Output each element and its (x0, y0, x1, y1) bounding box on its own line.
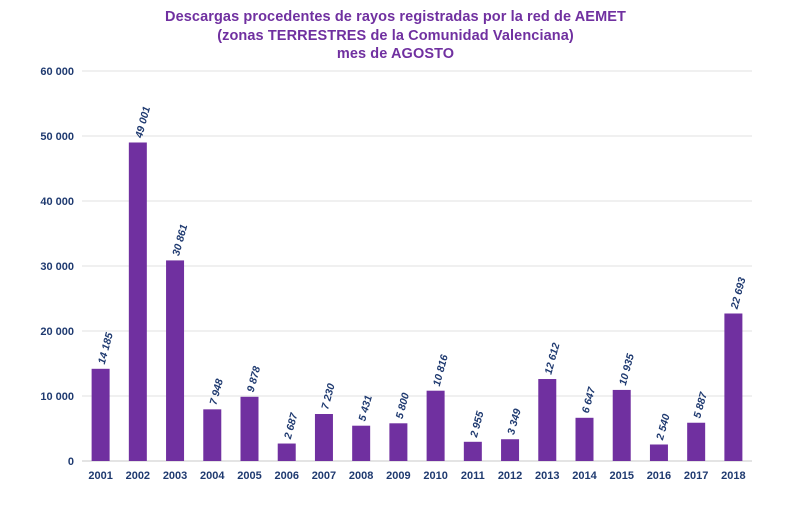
y-tick-label: 10 000 (40, 391, 74, 403)
x-tick-label-2005: 2005 (237, 470, 261, 482)
x-tick-label-2018: 2018 (721, 470, 745, 482)
x-tick-label-2004: 2004 (200, 470, 225, 482)
x-tick-label-2002: 2002 (126, 470, 150, 482)
data-label-2015: 10 935 (617, 352, 637, 386)
data-label-2014: 6 647 (580, 385, 599, 415)
data-label-2001: 14 185 (96, 331, 116, 365)
x-tick-label-2006: 2006 (274, 470, 298, 482)
bar-2007 (314, 414, 333, 461)
data-label-2004: 7 948 (208, 377, 226, 406)
bar-2002 (128, 142, 147, 461)
y-tick-label: 50 000 (40, 131, 74, 143)
x-tick-label-2013: 2013 (535, 470, 559, 482)
data-label-2006: 2 687 (282, 411, 301, 442)
x-tick-label-2011: 2011 (461, 470, 485, 482)
bar-2017 (687, 422, 706, 461)
x-tick-label-2012: 2012 (498, 470, 522, 482)
bars (91, 142, 743, 461)
data-label-2010: 10 816 (431, 353, 451, 387)
bar-2018 (724, 313, 743, 461)
x-tick-label-2017: 2017 (684, 470, 708, 482)
y-tick-label: 60 000 (40, 66, 74, 78)
bar-2010 (426, 390, 445, 461)
x-tick-label-2016: 2016 (647, 470, 671, 482)
bar-2013 (538, 379, 557, 461)
x-tick-label-2008: 2008 (349, 470, 373, 482)
x-tick-label-2014: 2014 (572, 470, 597, 482)
bar-2001 (91, 368, 110, 461)
bar-2008 (352, 425, 371, 461)
y-tick-label: 20 000 (40, 326, 74, 338)
bar-2011 (463, 441, 482, 461)
y-tick-label: 30 000 (40, 261, 74, 273)
gridlines (82, 70, 752, 462)
y-tick-label: 40 000 (40, 196, 74, 208)
x-tick-label-2001: 2001 (88, 470, 112, 482)
x-tick-label-2007: 2007 (312, 470, 336, 482)
bar-2015 (612, 389, 631, 461)
data-label-2011: 2 955 (468, 410, 487, 440)
data-label-2016: 2 540 (654, 413, 673, 443)
data-label-2002: 49 001 (133, 105, 153, 140)
data-label-2017: 5 887 (691, 390, 710, 420)
bar-2005 (240, 396, 259, 461)
data-label-2018: 22 693 (728, 276, 748, 311)
bar-2006 (277, 443, 296, 461)
data-label-2005: 9 878 (245, 365, 263, 394)
data-label-2012: 3 349 (505, 407, 523, 436)
x-tick-label-2015: 2015 (609, 470, 633, 482)
data-label-2008: 5 431 (356, 394, 374, 423)
bar-2012 (501, 439, 520, 461)
bar-2009 (389, 423, 408, 461)
chart-title-line-3: mes de AGOSTO (336, 46, 455, 62)
bar-2004 (203, 409, 222, 461)
chart-title-line-1: Descargas procedentes de rayos registrad… (165, 9, 626, 25)
x-axis-tick-labels: 2001 2002 2003 2004 2005 2006 2007 2008 2009 2010… (88, 470, 745, 482)
x-tick-label-2003: 2003 (163, 470, 187, 482)
y-axis-tick-labels: 0 10 000 20 000 30 000 40 000 50 000 60 000 (40, 66, 74, 468)
bar-2003 (166, 260, 185, 461)
chart-title-line-2: (zonas TERRESTRES de la Comunidad Valenc… (217, 28, 574, 44)
x-tick-label-2010: 2010 (423, 470, 447, 482)
bar-2016 (649, 444, 668, 461)
y-tick-label: 0 (68, 456, 74, 468)
bar-2014 (575, 417, 594, 461)
x-tick-label-2009: 2009 (386, 470, 410, 482)
data-label-2013: 12 612 (543, 342, 563, 376)
data-label-2003: 30 861 (170, 223, 190, 257)
